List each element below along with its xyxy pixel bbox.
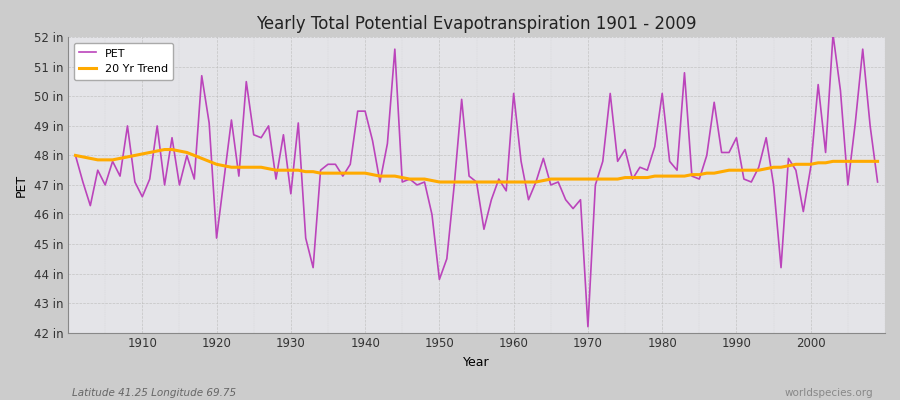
Y-axis label: PET: PET: [15, 173, 28, 196]
Text: Latitude 41.25 Longitude 69.75: Latitude 41.25 Longitude 69.75: [72, 388, 236, 398]
20 Yr Trend: [872, 159, 883, 164]
20 Yr Trend: [612, 177, 623, 182]
20 Yr Trend: [345, 171, 356, 176]
20 Yr Trend: [301, 169, 311, 174]
20 Yr Trend: [523, 180, 534, 184]
Legend: PET, 20 Yr Trend: PET, 20 Yr Trend: [74, 43, 174, 80]
PET: [872, 180, 883, 184]
PET: [500, 188, 511, 193]
Title: Yearly Total Potential Evapotranspiration 1901 - 2009: Yearly Total Potential Evapotranspiratio…: [256, 15, 697, 33]
PET: [605, 91, 616, 96]
PET: [70, 153, 81, 158]
20 Yr Trend: [516, 180, 526, 184]
PET: [582, 324, 593, 329]
Line: 20 Yr Trend: 20 Yr Trend: [76, 150, 878, 182]
Text: worldspecies.org: worldspecies.org: [785, 388, 873, 398]
PET: [292, 120, 303, 125]
PET: [338, 174, 348, 178]
X-axis label: Year: Year: [464, 356, 490, 369]
20 Yr Trend: [434, 180, 445, 184]
Line: PET: PET: [76, 34, 878, 327]
PET: [828, 32, 839, 37]
PET: [130, 180, 140, 184]
PET: [508, 91, 519, 96]
20 Yr Trend: [130, 153, 140, 158]
20 Yr Trend: [159, 147, 170, 152]
20 Yr Trend: [70, 153, 81, 158]
